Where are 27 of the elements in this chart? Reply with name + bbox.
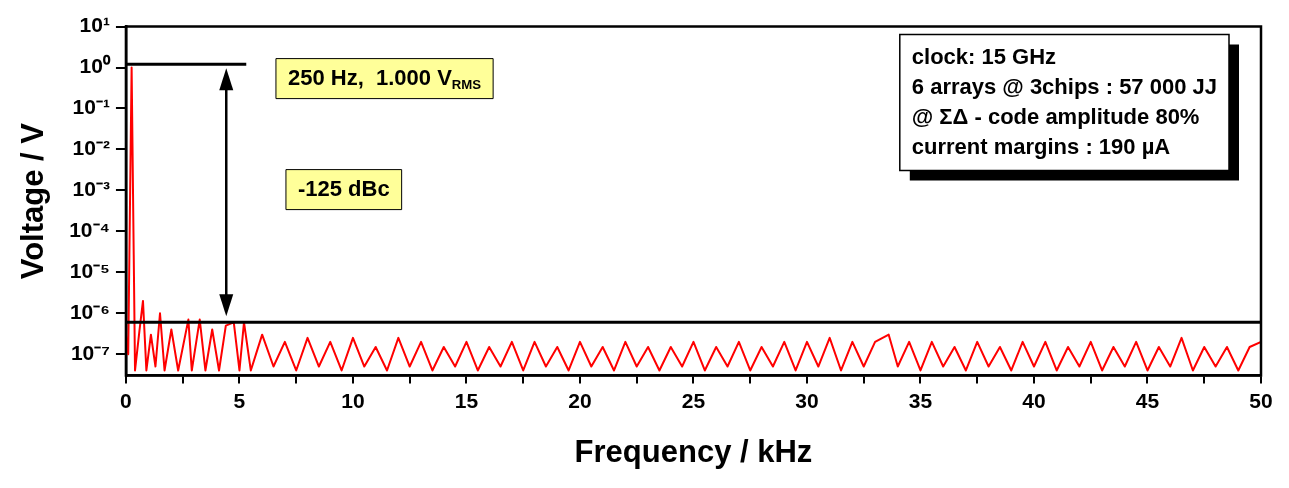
y-tick-label: 10⁻⁷ [70, 340, 110, 364]
x-tick-label: 50 [1249, 389, 1273, 412]
annotation: clock: 15 GHz [911, 43, 1057, 69]
y-tick-label: 10⁻³ [72, 177, 110, 201]
x-axis-title: Frequency / kHz [574, 433, 813, 469]
annotation: @ ΣΔ - code amplitude 80% [911, 103, 1200, 129]
y-tick-label: 10⁻² [72, 136, 110, 160]
x-tick-label: 45 [1135, 389, 1160, 412]
x-tick-label: 15 [454, 389, 479, 412]
y-tick-label: 10⁻⁶ [69, 300, 110, 324]
x-tick-label: 5 [233, 389, 246, 412]
x-tick-label: 30 [795, 389, 819, 412]
x-tick-label: 0 [120, 389, 132, 412]
y-tick-label: 10⁻⁵ [69, 259, 110, 283]
y-axis-title: Voltage / V [15, 122, 51, 280]
y-tick-label: 10⁻¹ [72, 95, 110, 119]
x-tick-label: 25 [681, 389, 706, 412]
y-tick-label: 10⁰ [79, 54, 111, 78]
x-tick-label: 10 [341, 389, 365, 412]
annotation: -125 dBc [297, 175, 390, 201]
y-tick-label: 10¹ [79, 13, 110, 37]
y-tick-label: 10⁻⁴ [69, 218, 110, 242]
x-tick-label: 40 [1022, 389, 1046, 412]
annotation: current margins : 190 µA [911, 133, 1171, 159]
x-tick-label: 20 [568, 389, 592, 412]
annotation: 6 arrays @ 3chips : 57 000 JJ [911, 73, 1218, 99]
x-tick-label: 35 [908, 389, 933, 412]
